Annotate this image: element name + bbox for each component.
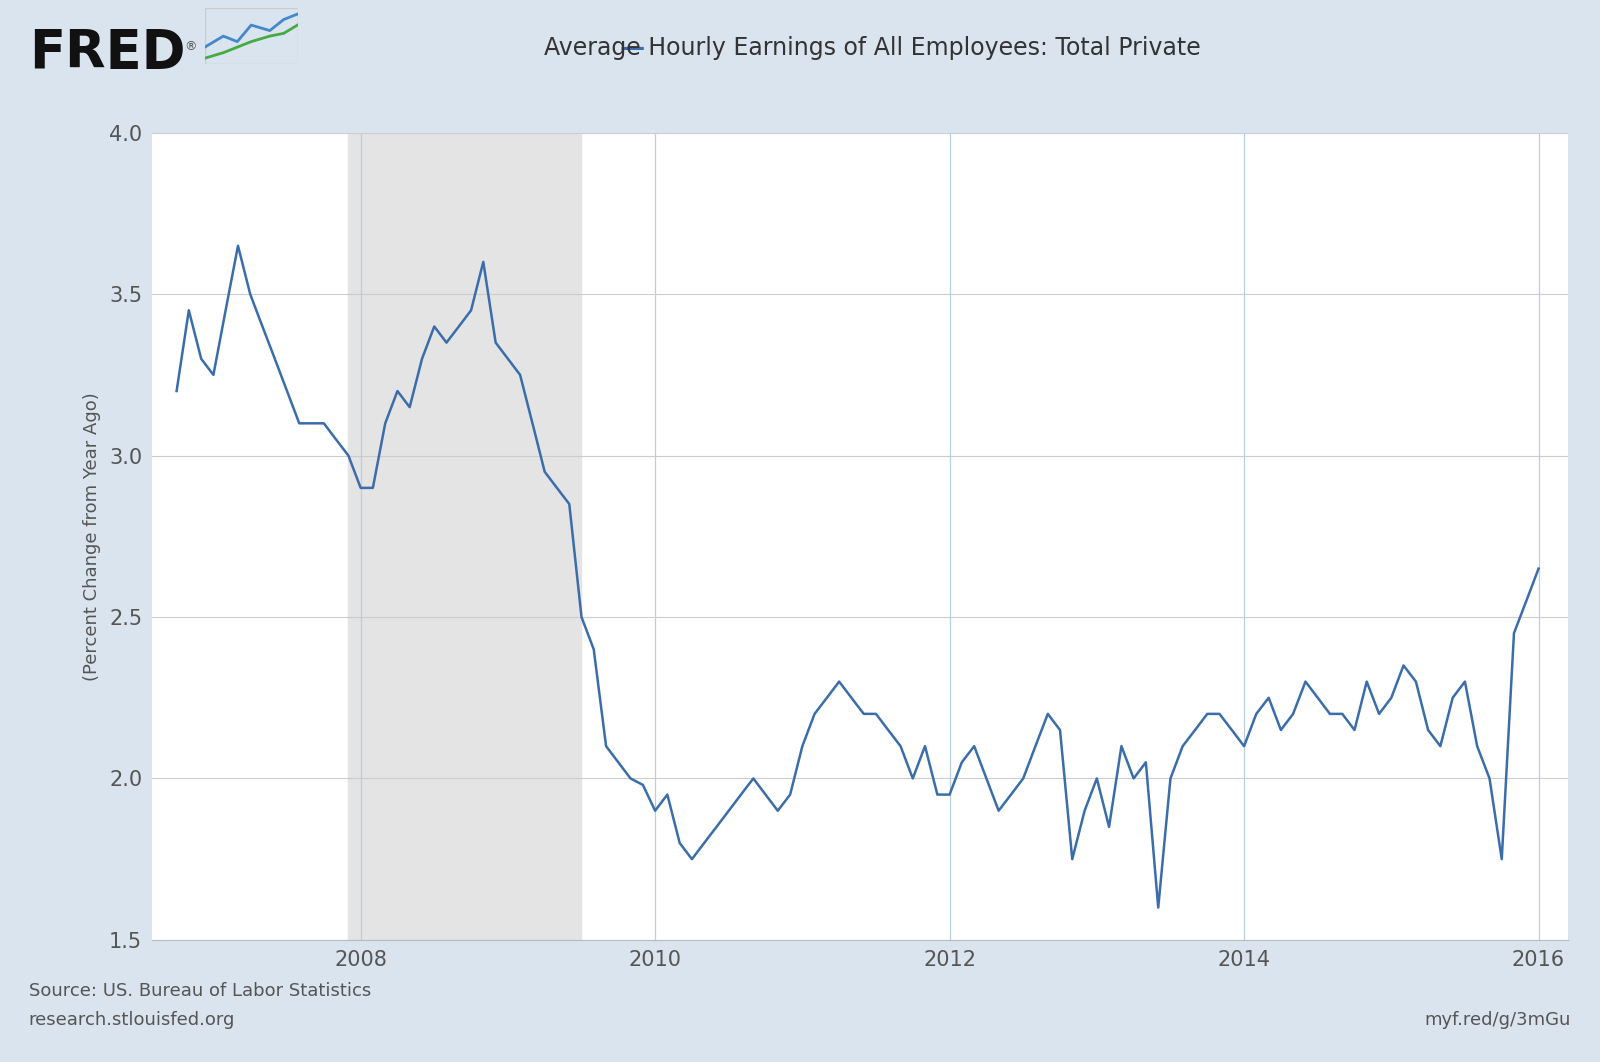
Text: —: —: [619, 36, 645, 59]
Y-axis label: (Percent Change from Year Ago): (Percent Change from Year Ago): [83, 392, 101, 681]
Text: ®: ®: [184, 40, 197, 53]
Text: FRED: FRED: [29, 27, 186, 79]
Bar: [349, 133, 581, 940]
Bar: [205, 8, 298, 64]
Text: Source: US. Bureau of Labor Statistics: Source: US. Bureau of Labor Statistics: [29, 982, 371, 1000]
Text: research.stlouisfed.org: research.stlouisfed.org: [29, 1011, 235, 1029]
Text: Average Hourly Earnings of All Employees: Total Private: Average Hourly Earnings of All Employees…: [544, 36, 1200, 59]
Text: myf.red/g/3mGu: myf.red/g/3mGu: [1426, 1011, 1571, 1029]
